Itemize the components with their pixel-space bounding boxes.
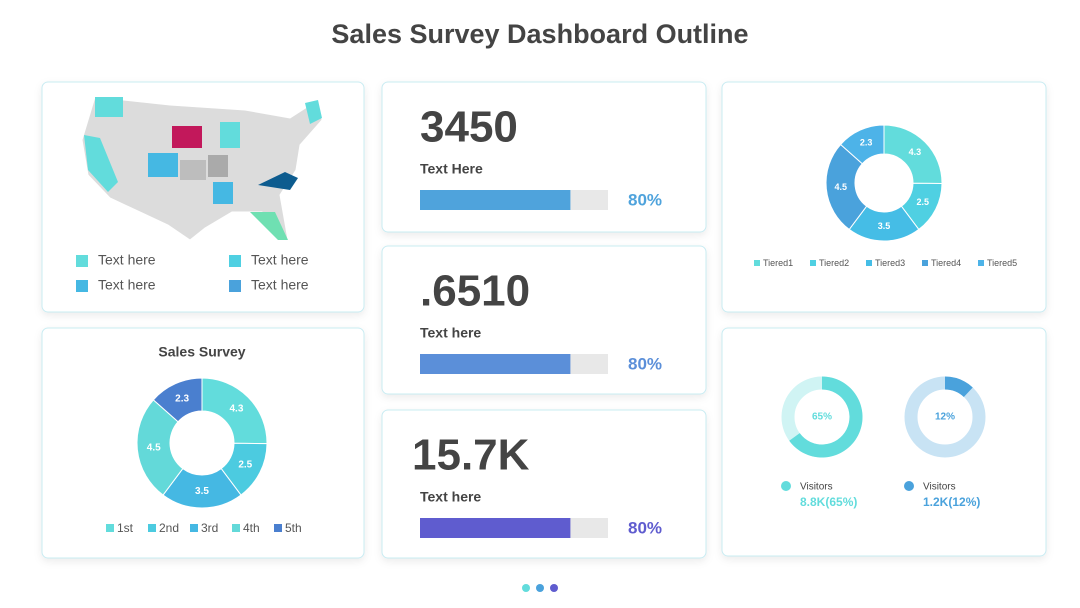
legend-swatch: [810, 260, 816, 266]
state: [250, 212, 288, 240]
legend-label: 4th: [243, 521, 260, 535]
progress-bar: [420, 190, 571, 210]
donut-slice: [825, 143, 868, 231]
progress-bar: [420, 354, 571, 374]
state: [95, 97, 123, 117]
slice-label: 2.5: [238, 460, 252, 471]
progress-label: 80%: [628, 354, 662, 373]
state: [172, 126, 202, 148]
state: [258, 172, 298, 190]
state: [84, 135, 118, 192]
kpi-label: Text Here: [420, 161, 483, 177]
state: [180, 160, 206, 180]
donut-slice: [839, 124, 885, 165]
legend-label: Tiered2: [819, 258, 849, 268]
legend-label: 1st: [117, 521, 134, 535]
slice-label: 3.5: [195, 486, 209, 497]
gauge-detail: 1.2K(12%): [923, 495, 980, 509]
gauge-caption: Visitors: [800, 482, 833, 493]
progress-label: 80%: [628, 190, 662, 209]
legend-label: Tiered3: [875, 258, 905, 268]
legend-swatch: [148, 524, 156, 532]
state: [220, 122, 240, 148]
slice-label: 4.3: [909, 147, 922, 157]
legend-swatch: [229, 280, 241, 292]
gauge-dot: [904, 481, 914, 491]
gauge-label: 12%: [935, 412, 955, 423]
kpi-label: Text here: [420, 489, 481, 505]
legend-swatch: [229, 255, 241, 267]
page-dot[interactable]: [536, 584, 544, 592]
legend-label: 5th: [285, 521, 302, 535]
legend-swatch: [866, 260, 872, 266]
slice-label: 3.5: [878, 221, 891, 231]
legend-label: Text here: [251, 252, 309, 268]
gauge-fill: [789, 376, 863, 458]
legend-label: Text here: [98, 252, 156, 268]
slice-label: 4.5: [147, 443, 161, 454]
gauge-label: 65%: [812, 412, 832, 423]
kpi-value: 3450: [420, 103, 518, 152]
slice-label: 2.3: [175, 393, 189, 404]
legend-label: Text here: [251, 277, 309, 293]
legend-swatch: [76, 280, 88, 292]
legend-swatch: [106, 524, 114, 532]
legend-swatch: [922, 260, 928, 266]
state: [213, 182, 233, 204]
state: [148, 153, 178, 177]
legend-swatch: [978, 260, 984, 266]
chart-title: Sales Survey: [158, 344, 245, 360]
donut-slice: [152, 377, 203, 423]
gauge-card: [721, 327, 1047, 557]
progress-label: 80%: [628, 518, 662, 537]
legend-swatch: [232, 524, 240, 532]
progress-bar: [420, 518, 571, 538]
survey-card: [41, 327, 365, 559]
state: [208, 155, 228, 177]
legend-swatch: [274, 524, 282, 532]
gauge-caption: Visitors: [923, 482, 956, 493]
slice-label: 4.5: [834, 182, 847, 192]
page-title: Sales Survey Dashboard Outline: [331, 19, 748, 49]
page-dot[interactable]: [522, 584, 530, 592]
legend-swatch: [190, 524, 198, 532]
kpi-value: .6510: [420, 267, 530, 316]
page-dot[interactable]: [550, 584, 558, 592]
gauge-fill: [945, 376, 973, 397]
state: [305, 100, 322, 124]
kpi-value: 15.7K: [412, 431, 530, 480]
slice-label: 2.3: [860, 138, 873, 148]
donut-slice: [201, 377, 268, 445]
legend-label: Tiered1: [763, 258, 793, 268]
us-map: [81, 96, 323, 241]
legend-label: Text here: [98, 277, 156, 293]
slice-label: 2.5: [917, 197, 930, 207]
legend-label: Tiered4: [931, 258, 961, 268]
legend-swatch: [754, 260, 760, 266]
legend-label: 3rd: [201, 521, 218, 535]
legend-swatch: [76, 255, 88, 267]
legend-label: Tiered5: [987, 258, 1017, 268]
gauge-dot: [781, 481, 791, 491]
kpi-label: Text here: [420, 325, 481, 341]
tiered-card: [721, 81, 1047, 313]
slice-label: 4.3: [229, 404, 243, 415]
gauge-detail: 8.8K(65%): [800, 495, 857, 509]
legend-label: 2nd: [159, 521, 179, 535]
